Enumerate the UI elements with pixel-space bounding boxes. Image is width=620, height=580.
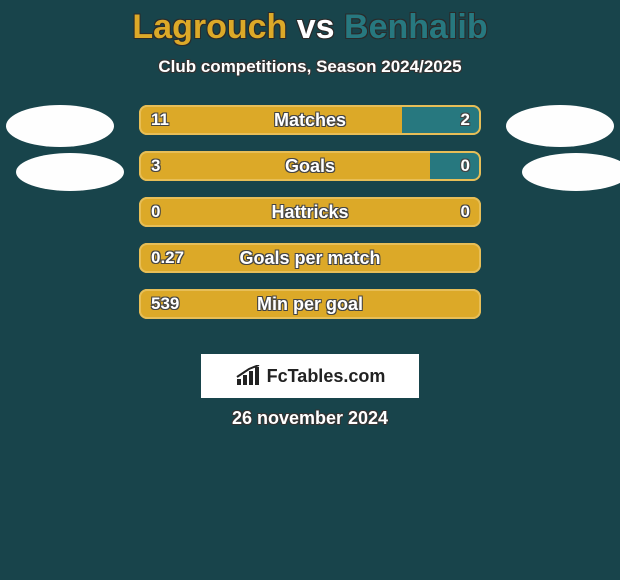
stat-row: 3 Goals 0 — [0, 151, 620, 181]
stat-label: Hattricks — [139, 197, 481, 227]
source-logo-text: FcTables.com — [267, 366, 386, 387]
stat-label: Matches — [139, 105, 481, 135]
subtitle: Club competitions, Season 2024/2025 — [0, 57, 620, 77]
stat-label: Min per goal — [139, 289, 481, 319]
stat-row: 11 Matches 2 — [0, 105, 620, 135]
barchart-icon — [235, 365, 261, 387]
stat-row: 539 Min per goal — [0, 289, 620, 319]
stat-label: Goals per match — [139, 243, 481, 273]
title-player2: Benhalib — [344, 8, 488, 46]
infographic-date: 26 november 2024 — [0, 408, 620, 429]
stat-row: 0.27 Goals per match — [0, 243, 620, 273]
source-logo: FcTables.com — [201, 354, 419, 398]
title-player1: Lagrouch — [132, 8, 287, 46]
bars-section: 11 Matches 2 3 Goals 0 0 Hattricks 0 — [0, 105, 620, 319]
stat-row: 0 Hattricks 0 — [0, 197, 620, 227]
title-vs: vs — [297, 8, 335, 46]
comparison-infographic: Lagrouch vs Benhalib Club competitions, … — [0, 0, 620, 580]
stat-label: Goals — [139, 151, 481, 181]
stat-value-right: 2 — [461, 105, 470, 135]
stat-value-right: 0 — [461, 197, 470, 227]
page-title: Lagrouch vs Benhalib — [0, 0, 620, 47]
stat-value-right: 0 — [461, 151, 470, 181]
